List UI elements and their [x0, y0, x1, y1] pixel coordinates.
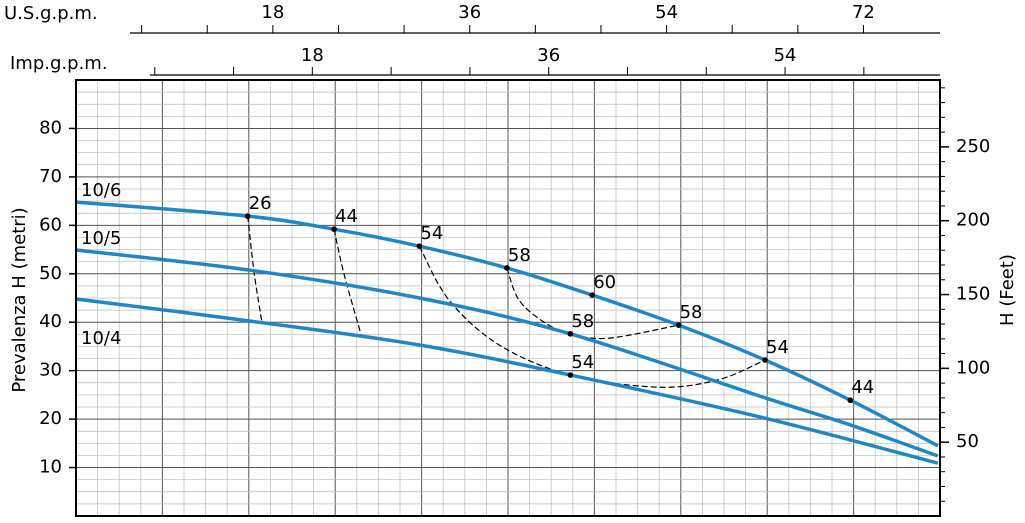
- efficiency-line: [418, 245, 766, 388]
- point-label: 58: [508, 245, 531, 266]
- y-tick-label: 10: [39, 457, 62, 478]
- point-label: 60: [593, 272, 616, 293]
- efficiency-point: [675, 322, 682, 328]
- y-tick-label: 60: [39, 214, 62, 235]
- y-tick-label: 80: [39, 117, 62, 138]
- x-tick-label: 72: [852, 2, 875, 23]
- y2-tick-label: 200: [956, 210, 990, 231]
- x2-tick-label: 36: [537, 45, 560, 66]
- y2-tick-label: 100: [956, 357, 990, 378]
- x-tick-label: 54: [655, 2, 678, 23]
- point-label: 44: [335, 206, 358, 227]
- series-label: 10/6: [81, 180, 121, 201]
- y-tick-label: 70: [39, 166, 62, 187]
- y2-tick-label: 150: [956, 284, 990, 305]
- efficiency-point: [567, 331, 574, 337]
- efficiency-line: [247, 216, 263, 323]
- efficiency-point: [416, 243, 423, 249]
- efficiency-point: [504, 265, 510, 271]
- point-label: 54: [766, 337, 789, 358]
- efficiency-point: [244, 213, 251, 219]
- x-axis-title: U.S.g.p.m.: [4, 3, 98, 24]
- x2-tick-label: 18: [301, 45, 324, 66]
- y2-axis-title: H (Feet): [997, 254, 1018, 326]
- point-label: 54: [420, 223, 443, 244]
- efficiency-line: [333, 229, 363, 336]
- point-label: 58: [571, 311, 594, 332]
- plot-border: [75, 79, 941, 517]
- x2-axis-title: Imp.g.p.m.: [10, 53, 108, 74]
- y2-tick-label: 50: [956, 431, 979, 452]
- y-tick-label: 20: [39, 408, 62, 429]
- curve: [75, 248, 939, 458]
- y-tick-label: 40: [39, 311, 62, 332]
- point-label: 26: [249, 193, 272, 214]
- y2-tick-label: 250: [956, 136, 990, 157]
- y-axis-title: Prevalenza H (metri): [9, 207, 30, 392]
- efficiency-point: [762, 357, 768, 363]
- point-label: 58: [680, 302, 703, 323]
- series-label: 10/5: [81, 228, 121, 249]
- x-tick-label: 18: [261, 2, 284, 23]
- x2-tick-label: 54: [774, 45, 797, 66]
- series-label: 10/4: [81, 328, 121, 349]
- efficiency-point: [331, 226, 337, 233]
- efficiency-point: [567, 372, 574, 378]
- point-label: 54: [571, 352, 594, 373]
- efficiency-point: [847, 397, 854, 404]
- curve: [75, 200, 939, 448]
- curve: [75, 297, 939, 465]
- y-tick-label: 50: [39, 263, 62, 284]
- point-label: 44: [851, 377, 874, 398]
- y-tick-label: 30: [39, 360, 62, 381]
- x-tick-label: 36: [458, 2, 481, 23]
- efficiency-point: [589, 292, 596, 298]
